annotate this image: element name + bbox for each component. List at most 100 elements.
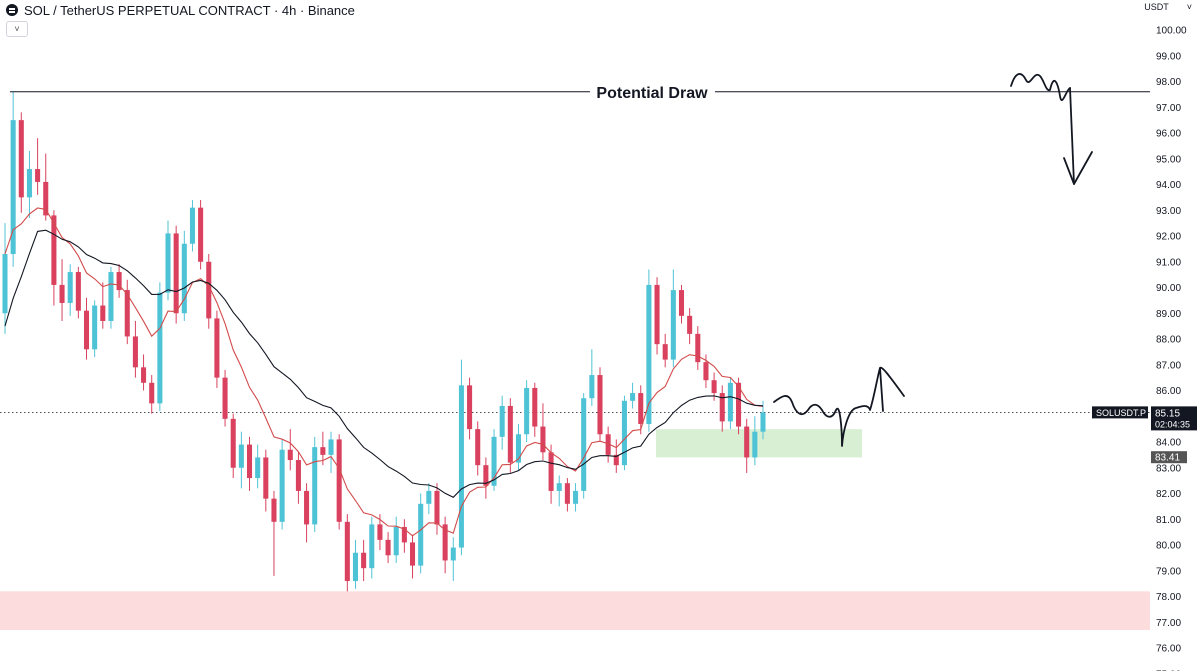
potential-draw-label: Potential Draw bbox=[596, 85, 708, 102]
candle-body bbox=[458, 385, 464, 548]
candle bbox=[361, 539, 367, 582]
zones-layer bbox=[0, 429, 1150, 630]
candle bbox=[638, 385, 644, 435]
candle-body bbox=[678, 290, 685, 316]
candle-body bbox=[597, 375, 603, 435]
candle-body bbox=[752, 431, 758, 458]
candle bbox=[752, 416, 758, 466]
candle bbox=[483, 457, 489, 499]
candle-body bbox=[605, 434, 611, 455]
candle bbox=[198, 199, 204, 270]
candle-body bbox=[727, 382, 733, 422]
candle-body bbox=[304, 490, 310, 525]
candle-body bbox=[418, 503, 424, 566]
candle bbox=[442, 516, 448, 574]
candle bbox=[369, 516, 375, 579]
candle bbox=[100, 282, 106, 329]
candle-body bbox=[450, 547, 456, 561]
projection-sketch-layer bbox=[773, 73, 1093, 447]
candle bbox=[344, 514, 350, 592]
candle-body bbox=[35, 169, 41, 182]
candle-body bbox=[646, 284, 652, 424]
price-tick-label: 88.00 bbox=[1156, 335, 1181, 346]
current-price-value: 85.15 bbox=[1155, 408, 1180, 419]
candle bbox=[393, 516, 399, 564]
ma-slow-line bbox=[4, 229, 764, 498]
candle-body bbox=[59, 284, 65, 303]
price-tick-label: 97.00 bbox=[1156, 103, 1181, 114]
candle bbox=[222, 369, 228, 427]
candle bbox=[26, 151, 32, 218]
candle-body bbox=[621, 400, 627, 466]
candle bbox=[328, 431, 334, 473]
candle bbox=[157, 282, 163, 412]
candle-body bbox=[687, 315, 693, 334]
candle bbox=[255, 444, 261, 489]
currency-selector[interactable]: USDT ˅ bbox=[1144, 2, 1192, 12]
price-tick-label: 80.00 bbox=[1156, 541, 1181, 552]
candle-body bbox=[92, 305, 98, 350]
candle-body bbox=[328, 439, 334, 455]
marker-price-value: 83.41 bbox=[1155, 453, 1180, 464]
candle-body bbox=[67, 272, 73, 303]
price-tick-label: 92.00 bbox=[1156, 232, 1181, 243]
candle bbox=[189, 199, 195, 252]
candle bbox=[165, 220, 171, 301]
candle-body bbox=[141, 367, 147, 383]
candle bbox=[467, 377, 473, 440]
candle-body bbox=[124, 290, 130, 337]
candle bbox=[630, 382, 636, 409]
candle bbox=[515, 423, 522, 471]
candle bbox=[744, 418, 750, 473]
candle bbox=[556, 475, 562, 507]
price-tick-label: 84.00 bbox=[1156, 438, 1181, 449]
candle-body bbox=[426, 490, 432, 504]
candle-body bbox=[369, 524, 375, 569]
candle bbox=[214, 310, 220, 388]
currency-label: USDT bbox=[1144, 2, 1169, 12]
candle-body bbox=[548, 452, 554, 491]
collapse-legend-button[interactable]: ˅ bbox=[6, 21, 28, 37]
ma-fast-line bbox=[4, 207, 764, 537]
candle-body bbox=[263, 457, 269, 499]
candle bbox=[295, 452, 301, 504]
candle-body bbox=[532, 387, 538, 427]
candle bbox=[581, 393, 587, 499]
candle bbox=[589, 349, 595, 406]
candle bbox=[687, 308, 693, 345]
candle bbox=[434, 483, 440, 535]
candle-body bbox=[173, 233, 179, 314]
candle bbox=[116, 264, 122, 298]
potential-draw-layer: Potential Draw bbox=[10, 85, 1150, 102]
top-sketch-path bbox=[1010, 73, 1071, 101]
price-tick-label: 89.00 bbox=[1156, 309, 1181, 320]
price-tick-label: 96.00 bbox=[1156, 129, 1181, 140]
candle bbox=[238, 431, 244, 489]
chart-header: SOL / TetherUS PERPETUAL CONTRACT · 4h ·… bbox=[6, 1, 355, 19]
candle bbox=[279, 439, 285, 530]
price-tick-label: 87.00 bbox=[1156, 360, 1181, 371]
candle-body bbox=[540, 426, 546, 453]
candle bbox=[59, 259, 65, 321]
candle bbox=[51, 210, 57, 306]
candle bbox=[385, 532, 391, 564]
price-tick-label: 95.00 bbox=[1156, 154, 1181, 165]
price-tick-label: 81.00 bbox=[1156, 515, 1181, 526]
price-tick-label: 94.00 bbox=[1156, 180, 1181, 191]
candle-body bbox=[43, 181, 49, 216]
moving-averages-layer bbox=[4, 207, 764, 537]
candle bbox=[271, 490, 277, 576]
candle bbox=[83, 297, 90, 360]
candle-body bbox=[181, 243, 187, 314]
candle-body bbox=[246, 444, 253, 479]
candle-body bbox=[613, 454, 619, 466]
target-zone bbox=[0, 591, 1150, 630]
candle bbox=[312, 436, 318, 533]
candle-body bbox=[589, 375, 595, 399]
symbol-title[interactable]: SOL / TetherUS PERPETUAL CONTRACT · 4h ·… bbox=[24, 2, 355, 18]
price-axis: 100.00 99.00 98.00 97.00 96.00 95.00 94.00 93.0… bbox=[1092, 26, 1197, 671]
price-tick-label: 83.00 bbox=[1156, 463, 1181, 474]
candle-body bbox=[515, 434, 522, 463]
candle-body bbox=[442, 524, 448, 561]
